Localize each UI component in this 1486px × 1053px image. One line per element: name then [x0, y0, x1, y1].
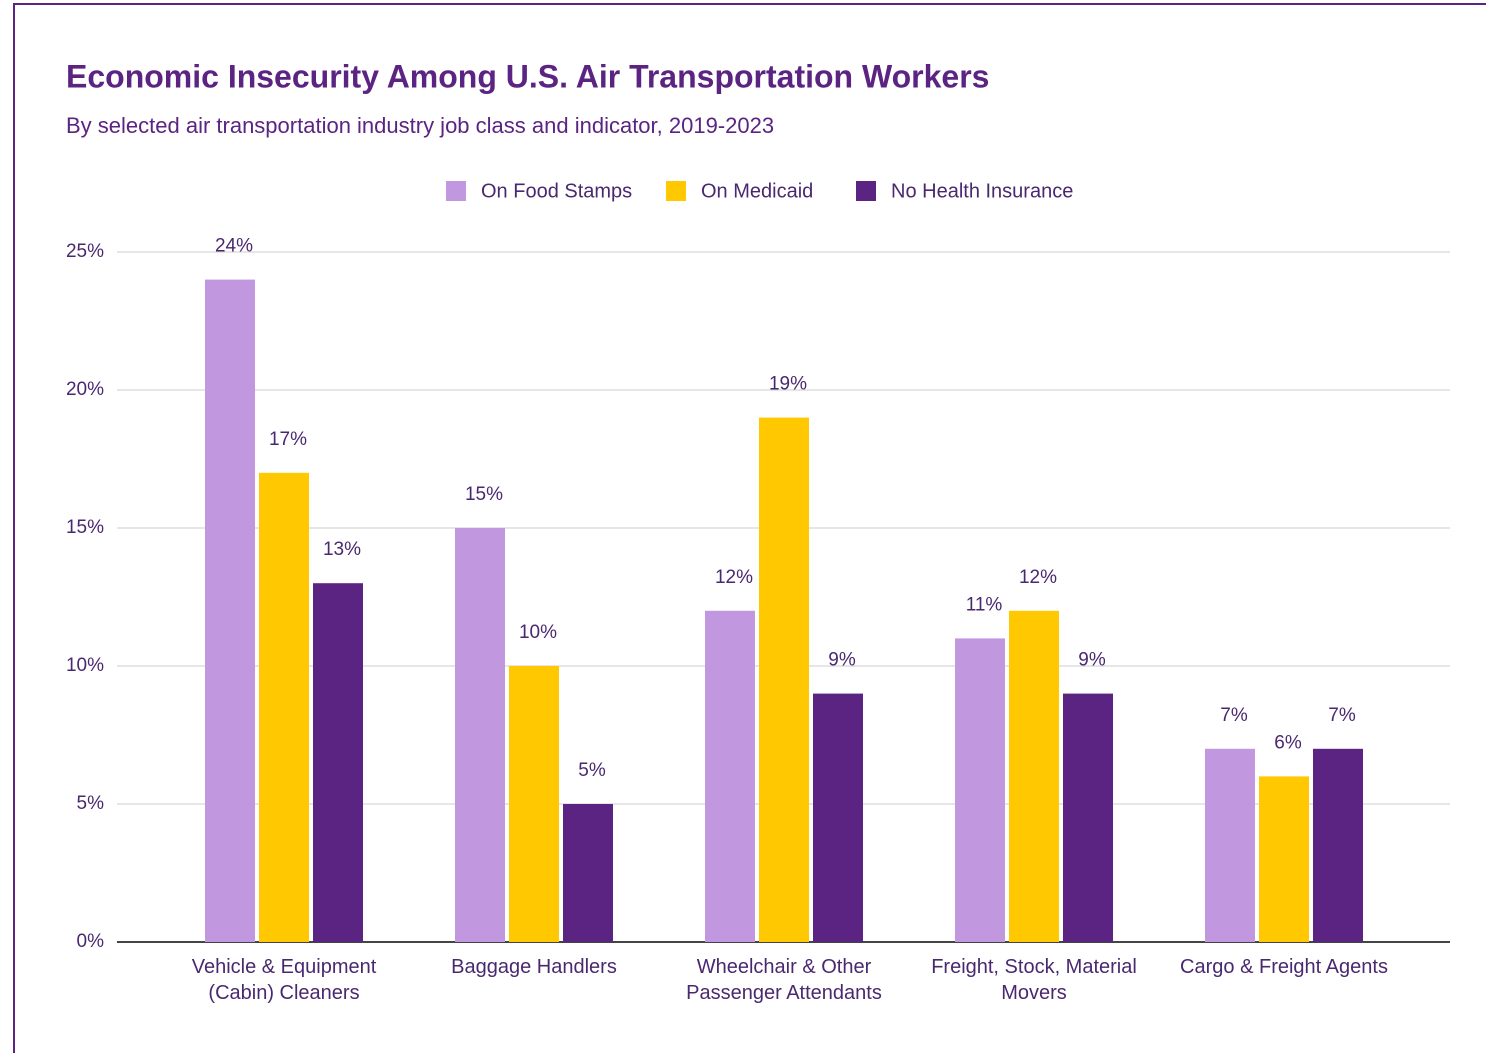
bar [563, 804, 613, 942]
legend-label: On Medicaid [701, 180, 813, 202]
bar [813, 693, 863, 942]
data-label: 12% [715, 567, 753, 588]
y-tick-label: 0% [77, 931, 105, 952]
data-label: 9% [1078, 650, 1106, 671]
bar [205, 279, 255, 943]
data-label: 24% [215, 236, 253, 257]
bar [1063, 693, 1113, 942]
data-label: 15% [465, 484, 503, 505]
frame [13, 3, 1486, 1053]
data-label: 7% [1328, 705, 1356, 726]
legend-swatch [666, 181, 686, 201]
legend-label: On Food Stamps [481, 180, 632, 202]
x-tick-label: Baggage Handlers [451, 956, 617, 978]
legend-label: No Health Insurance [891, 180, 1073, 202]
bar [1313, 748, 1363, 942]
chart-subtitle: By selected air transportation industry … [66, 113, 774, 138]
bar [313, 583, 363, 942]
data-label: 17% [269, 429, 307, 450]
bar [1205, 748, 1255, 942]
y-tick-label: 20% [66, 379, 104, 400]
bar [955, 638, 1005, 942]
y-tick-label: 10% [66, 655, 104, 676]
x-tick-label: Wheelchair & Other Passenger Attendants [686, 956, 882, 1004]
data-label: 9% [828, 650, 856, 671]
data-label: 5% [578, 760, 606, 781]
bar [509, 666, 559, 942]
x-tick-label: Cargo & Freight Agents [1180, 956, 1388, 978]
y-tick-label: 25% [66, 241, 104, 262]
bar [455, 528, 505, 942]
legend-swatch [446, 181, 466, 201]
data-label: 13% [323, 539, 361, 560]
bar [1259, 776, 1309, 942]
bar [705, 610, 755, 942]
data-label: 7% [1220, 705, 1248, 726]
data-label: 10% [519, 622, 557, 643]
data-label: 19% [769, 374, 807, 395]
x-tick-label: Vehicle & Equipment (Cabin) Cleaners [191, 956, 377, 1004]
x-tick-label: Freight, Stock, Material Movers [931, 956, 1137, 1004]
data-label: 6% [1274, 732, 1302, 753]
data-label: 11% [966, 594, 1003, 615]
bar [759, 417, 809, 943]
y-tick-label: 5% [77, 793, 105, 814]
chart-title: Economic Insecurity Among U.S. Air Trans… [66, 58, 989, 94]
bar [1009, 610, 1059, 942]
y-tick-label: 15% [66, 517, 104, 538]
data-label: 12% [1019, 567, 1057, 588]
legend-swatch [856, 181, 876, 201]
bar [259, 472, 309, 942]
